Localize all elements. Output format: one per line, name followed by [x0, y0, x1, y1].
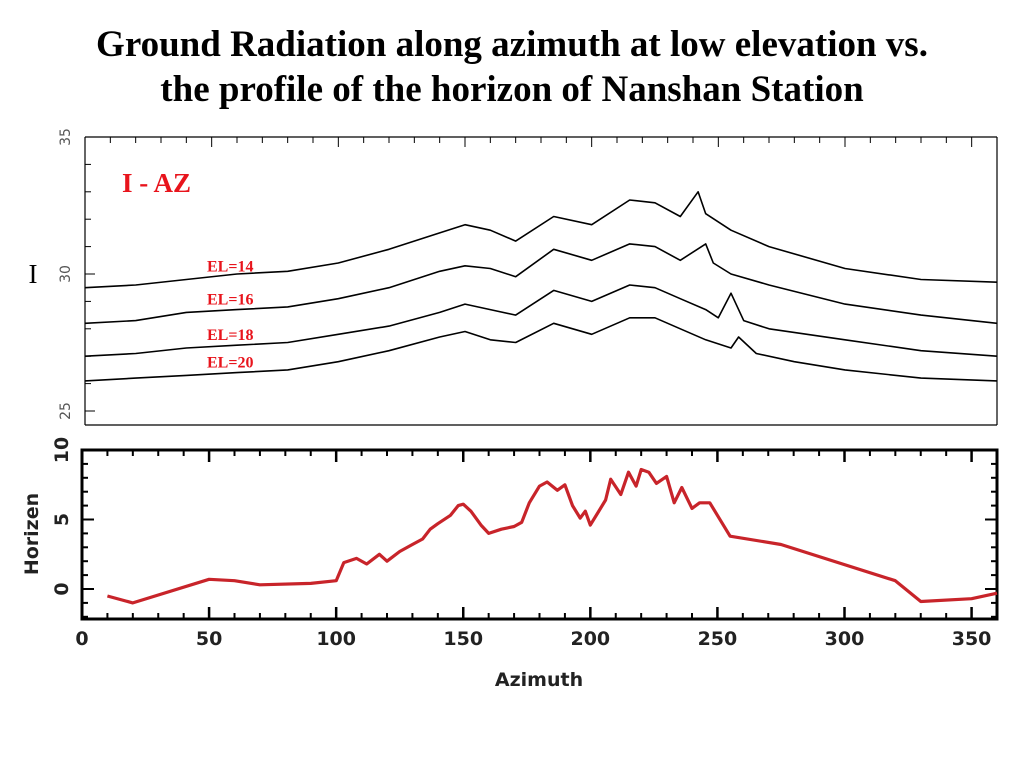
intensity-series-line	[84, 317, 998, 382]
horizon-y-tick-label: 0	[51, 582, 73, 595]
intensity-series-label: EL=18	[207, 327, 253, 344]
horizon-series-line	[106, 467, 998, 605]
horizon-x-tick-label: 350	[952, 628, 992, 650]
horizon-x-tick-labels: 0 50 100 150 200 250 300 350	[75, 628, 991, 650]
horizon-y-tick-label: 5	[51, 513, 73, 526]
intensity-series-label: EL=14	[207, 258, 253, 275]
horizon-plot-frame	[80, 448, 999, 621]
intensity-chart: 25 30 35 I - AZ I EL=14 EL=16 EL=18 EL=20	[29, 128, 998, 426]
slide-title: Ground Radiation along azimuth at low el…	[0, 22, 1024, 112]
horizon-x-tick-label: 300	[825, 628, 865, 650]
horizon-x-tick-label: 150	[443, 628, 483, 650]
intensity-y-tick-label: 35	[58, 128, 74, 146]
intensity-series-label: EL=20	[207, 354, 253, 371]
intensity-y-ticks: 25 30 35	[58, 128, 74, 420]
horizon-x-tick-label: 50	[196, 628, 222, 650]
horizon-y-axis-label: Horizen	[21, 493, 43, 575]
horizon-y-tick-label: 10	[51, 437, 73, 463]
horizon-x-tick-label: 200	[570, 628, 610, 650]
intensity-series-label: EL=16	[207, 291, 253, 308]
intensity-series	[84, 191, 998, 382]
horizon-x-axis-label: Azimuth	[495, 669, 583, 691]
intensity-y-tick-label: 25	[58, 402, 74, 420]
intensity-series-line	[84, 191, 998, 289]
horizon-x-tick-label: 100	[316, 628, 356, 650]
slide-title-line-1: Ground Radiation along azimuth at low el…	[96, 24, 928, 65]
horizon-chart: 0 50 100 150 200 250 300 350 0 5 10 Azimuth Horiz…	[21, 437, 999, 691]
intensity-series-labels: EL=14 EL=16 EL=18 EL=20	[207, 258, 253, 371]
horizon-ticks	[80, 449, 997, 619]
intensity-y-axis-label: I	[29, 259, 38, 289]
intensity-chart-title: I - AZ	[122, 168, 191, 198]
intensity-y-tick-label: 30	[58, 265, 74, 283]
intensity-series-line	[84, 284, 998, 357]
horizon-y-tick-labels: 0 5 10	[51, 437, 73, 596]
intensity-series-line	[84, 243, 998, 325]
slide-title-line-2: the profile of the horizon of Nanshan St…	[160, 69, 864, 110]
horizon-x-tick-label: 0	[75, 628, 88, 650]
horizon-x-tick-label: 250	[698, 628, 738, 650]
